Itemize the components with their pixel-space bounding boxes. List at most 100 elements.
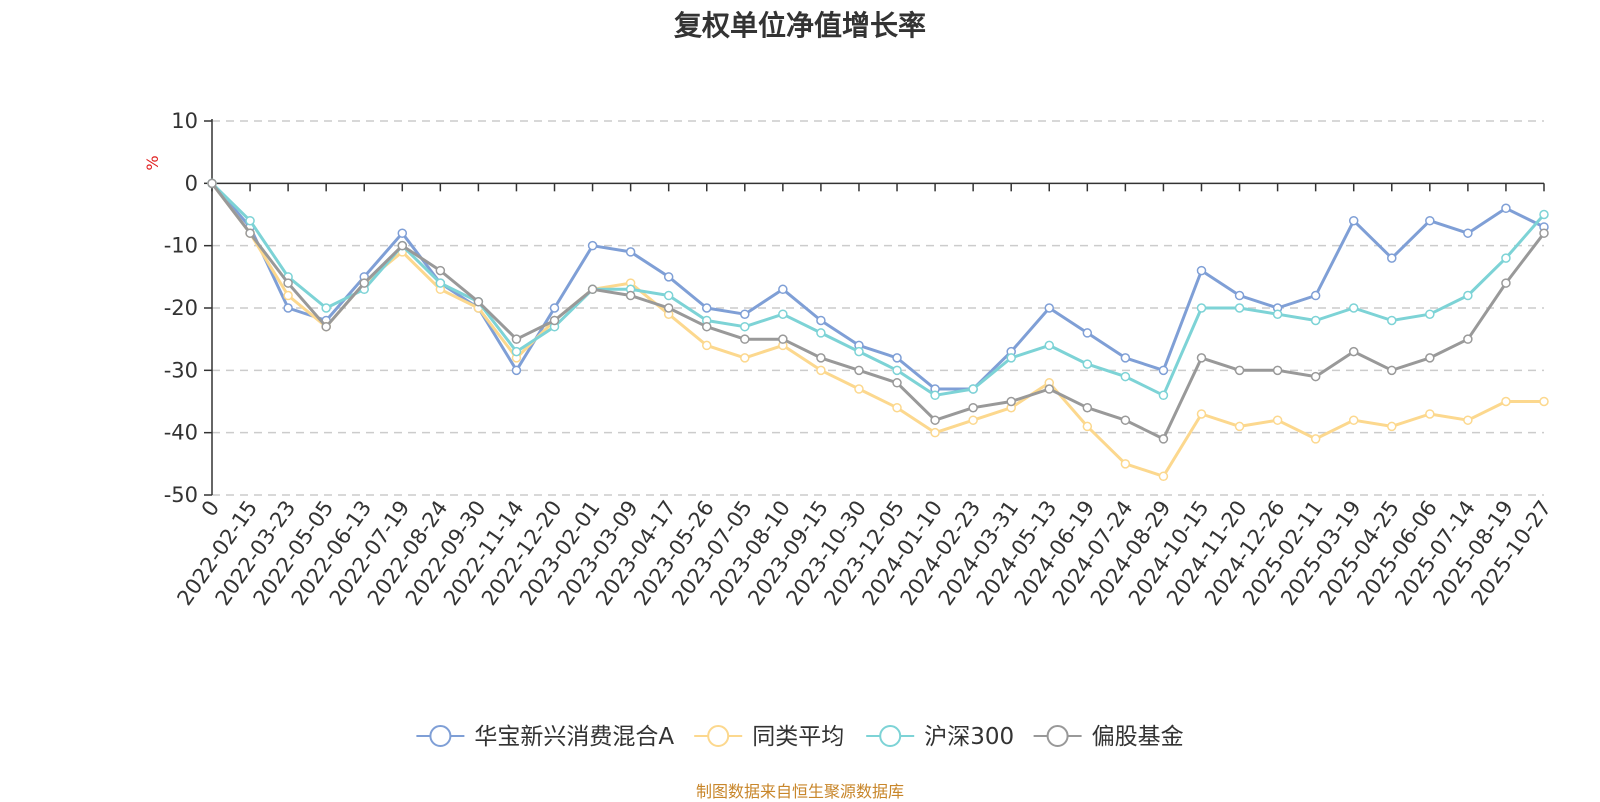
data-point[interactable] (321, 303, 331, 313)
legend-item-2[interactable]: 同类平均 (694, 724, 844, 750)
data-point[interactable] (1120, 415, 1131, 425)
data-point[interactable] (778, 284, 788, 295)
data-point[interactable] (1501, 203, 1511, 214)
data-point[interactable] (701, 321, 712, 332)
data-point[interactable] (1272, 309, 1283, 319)
data-point[interactable] (1082, 402, 1093, 413)
data-point[interactable] (1501, 396, 1511, 407)
data-point[interactable] (1158, 471, 1169, 482)
data-point[interactable] (1006, 353, 1016, 363)
data-point[interactable] (892, 378, 902, 388)
data-point[interactable] (1425, 409, 1435, 419)
data-point[interactable] (207, 178, 217, 189)
legend-item-3[interactable]: 沪深300 (866, 724, 1014, 750)
data-point[interactable] (1196, 409, 1207, 419)
data-point[interactable] (740, 321, 750, 332)
data-point[interactable] (1044, 340, 1055, 351)
data-point[interactable] (968, 415, 978, 425)
data-point[interactable] (511, 346, 522, 357)
data-point[interactable] (1348, 415, 1359, 425)
data-point[interactable] (397, 240, 408, 251)
data-point[interactable] (1234, 290, 1245, 301)
data-point[interactable] (1348, 346, 1359, 357)
data-point[interactable] (587, 284, 598, 295)
data-point[interactable] (359, 278, 369, 288)
data-point[interactable] (1539, 209, 1549, 220)
data-point[interactable] (1082, 359, 1093, 369)
data-point[interactable] (549, 303, 560, 313)
data-point[interactable] (1196, 303, 1207, 313)
data-point[interactable] (1425, 353, 1435, 363)
data-point[interactable] (1272, 365, 1283, 376)
data-point[interactable] (816, 365, 826, 376)
data-point[interactable] (587, 240, 598, 251)
data-point[interactable] (1234, 303, 1245, 313)
data-point[interactable] (1463, 228, 1473, 238)
data-point[interactable] (1387, 253, 1397, 263)
data-point[interactable] (1387, 365, 1397, 376)
data-point[interactable] (740, 353, 750, 363)
data-point[interactable] (1006, 396, 1016, 407)
data-point[interactable] (283, 303, 293, 313)
data-point[interactable] (1196, 265, 1207, 276)
data-point[interactable] (1310, 434, 1321, 444)
data-point[interactable] (663, 272, 674, 282)
data-point[interactable] (283, 290, 293, 301)
data-point[interactable] (1234, 421, 1245, 432)
data-point[interactable] (816, 353, 826, 363)
data-point[interactable] (549, 315, 560, 326)
series-line[interactable] (210, 182, 1544, 478)
data-point[interactable] (1234, 365, 1245, 376)
data-point[interactable] (511, 365, 522, 376)
data-point[interactable] (854, 384, 864, 394)
series-line[interactable] (210, 182, 1546, 397)
data-point[interactable] (245, 215, 255, 226)
data-point[interactable] (397, 228, 408, 238)
data-point[interactable] (1501, 253, 1511, 263)
data-point[interactable] (740, 334, 750, 344)
data-point[interactable] (1387, 421, 1397, 432)
data-point[interactable] (854, 365, 864, 376)
data-point[interactable] (1501, 278, 1511, 288)
data-point[interactable] (1158, 365, 1169, 376)
data-point[interactable] (1196, 353, 1207, 363)
data-point[interactable] (1120, 353, 1131, 363)
data-point[interactable] (740, 309, 750, 319)
data-point[interactable] (701, 340, 712, 351)
data-point[interactable] (1158, 434, 1169, 444)
data-point[interactable] (1272, 415, 1283, 425)
data-point[interactable] (1387, 315, 1397, 326)
data-point[interactable] (778, 309, 788, 319)
data-point[interactable] (663, 290, 674, 301)
legend-item-4[interactable]: 偏股基金 (1033, 724, 1184, 750)
data-point[interactable] (892, 365, 902, 376)
data-point[interactable] (816, 328, 826, 338)
data-point[interactable] (892, 402, 902, 413)
data-point[interactable] (968, 384, 978, 394)
data-point[interactable] (1463, 290, 1473, 301)
data-point[interactable] (1120, 371, 1131, 382)
data-point[interactable] (321, 321, 331, 332)
data-point[interactable] (1539, 228, 1549, 238)
data-point[interactable] (1348, 303, 1359, 313)
data-point[interactable] (473, 297, 484, 307)
data-point[interactable] (1044, 303, 1055, 313)
data-point[interactable] (854, 346, 864, 357)
data-point[interactable] (930, 415, 940, 425)
legend-item-1[interactable]: 华宝新兴消费混合A (416, 724, 674, 750)
data-point[interactable] (930, 390, 940, 401)
data-point[interactable] (1158, 390, 1169, 401)
data-point[interactable] (663, 303, 674, 313)
data-point[interactable] (1425, 309, 1435, 319)
data-point[interactable] (1082, 328, 1093, 338)
data-point[interactable] (245, 228, 255, 238)
data-point[interactable] (1310, 371, 1321, 382)
data-point[interactable] (625, 290, 636, 301)
data-point[interactable] (701, 303, 712, 313)
data-point[interactable] (1463, 334, 1473, 344)
series-line[interactable] (210, 182, 1546, 441)
data-point[interactable] (1463, 415, 1473, 425)
data-point[interactable] (816, 315, 826, 326)
data-point[interactable] (1425, 215, 1435, 226)
data-point[interactable] (778, 334, 788, 344)
